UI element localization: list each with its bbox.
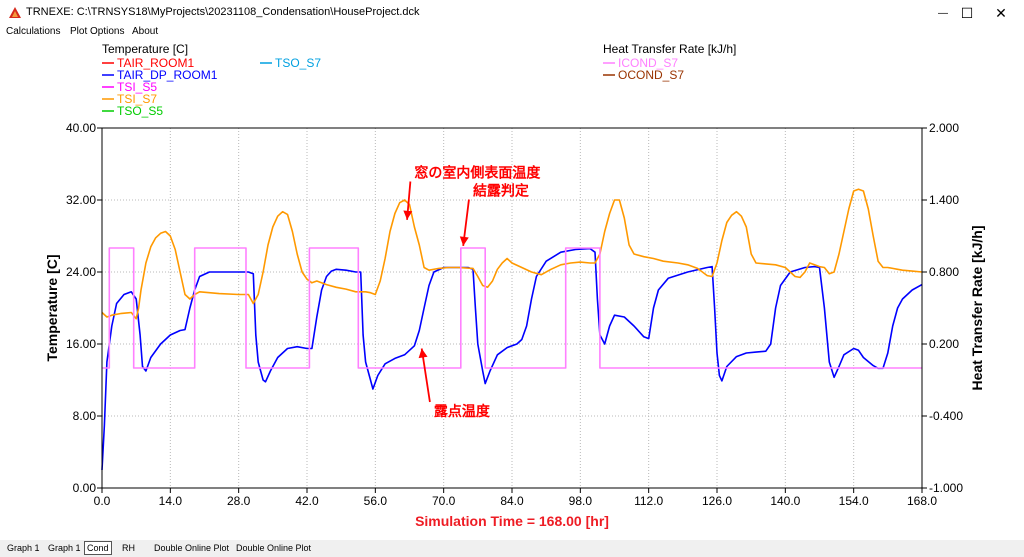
y2-tick-label: 0.800 — [929, 265, 959, 279]
x-tick-label: 42.0 — [295, 494, 319, 508]
tab-rh[interactable]: RH — [122, 543, 135, 553]
annotation-arrowhead — [403, 210, 413, 220]
window-title: TRNEXE: C:\TRNSYS18\MyProjects\20231108_… — [26, 6, 420, 18]
close-icon: ✕ — [995, 4, 1007, 21]
x-tick-label: 14.0 — [159, 494, 183, 508]
y2-tick-label: 0.200 — [929, 337, 959, 351]
close-button[interactable]: ✕ — [978, 0, 1024, 26]
graph-tab-bar: Graph 1 Graph 1 Cond RH Double Online Pl… — [0, 540, 1024, 557]
legend-label-tair-dp-room1: TAIR_DP_ROOM1 — [117, 68, 218, 82]
x-tick-label: 56.0 — [364, 494, 388, 508]
menu-about[interactable]: About — [132, 26, 159, 37]
tab-graph-1[interactable]: Graph 1 — [7, 543, 40, 553]
annotation-arrowhead — [418, 348, 428, 359]
y-tick-label: 16.00 — [66, 337, 96, 351]
x-tick-label: 154.0 — [839, 494, 869, 508]
annotation-label: 結露判定 — [473, 183, 529, 199]
chart-area: Temperature [C] Heat Transfer Rate [kJ/h… — [44, 42, 985, 529]
x-tick-label: 168.0 — [907, 494, 937, 508]
menu-bar: Calculations Plot Options About — [0, 26, 1024, 39]
x-tick-label: 70.0 — [432, 494, 456, 508]
legend-label-tso-s5: TSO_S5 — [117, 104, 163, 118]
x-axis-label: Simulation Time = 168.00 [hr] — [415, 513, 609, 529]
tab-double-online-plot[interactable]: Double Online Plot — [154, 543, 230, 553]
series-line-icond-s7 — [102, 247, 922, 369]
title-bar: TRNEXE: C:\TRNSYS18\MyProjects\20231108_… — [0, 0, 1024, 26]
legend-label-ocond-s7: OCOND_S7 — [618, 68, 684, 82]
y-tick-label: 8.00 — [73, 409, 97, 423]
legend-label-icond-s7: ICOND_S7 — [618, 56, 678, 70]
annotation-label: 窓の室内側表面温度 — [414, 165, 541, 181]
x-tick-label: 140.0 — [770, 494, 800, 508]
minimize-button[interactable]: — — [920, 0, 966, 26]
plot-frame — [101, 127, 923, 489]
annotation-arrowhead — [459, 236, 469, 246]
x-tick-label: 28.0 — [227, 494, 251, 508]
y-tick-label: 40.00 — [66, 121, 96, 135]
maximize-button[interactable]: ☐ — [944, 0, 990, 26]
y-tick-label: 24.00 — [66, 265, 96, 279]
x-tick-label: 112.0 — [634, 494, 663, 508]
legend: Temperature [C] Heat Transfer Rate [kJ/h… — [102, 42, 736, 118]
maximize-icon: ☐ — [960, 4, 974, 21]
legend-label-tair-room1: TAIR_ROOM1 — [117, 56, 194, 70]
y2-tick-label: -0.400 — [929, 409, 963, 423]
legend-label-tsi-s5: TSI_S5 — [117, 80, 157, 94]
series-line-tsi-s7 — [101, 188, 923, 320]
y2-tick-label: -1.000 — [929, 481, 963, 495]
x-tick-label: 0.0 — [94, 494, 111, 508]
y-tick-label: 32.00 — [66, 193, 96, 207]
menu-plot-options[interactable]: Plot Options — [70, 26, 125, 37]
annotation-label: 露点温度 — [434, 403, 491, 419]
legend-left-title: Temperature [C] — [102, 42, 188, 56]
y2-tick-label: 2.000 — [929, 121, 959, 135]
minimize-icon: — — [938, 7, 948, 19]
x-tick-label: 98.0 — [569, 494, 593, 508]
annotation-arrow — [420, 348, 431, 403]
app-logo-icon — [9, 7, 21, 18]
tab-double-online-plot-second[interactable]: Double Online Plot — [236, 543, 312, 553]
x-tick-label: 84.0 — [500, 494, 524, 508]
legend-label-tso-s7: TSO_S7 — [275, 56, 321, 70]
legend-label-tsi-s7: TSI_S7 — [117, 92, 157, 106]
plot-series — [101, 188, 923, 471]
y-axis-label: Temperature [C] — [44, 254, 60, 361]
tab-cond[interactable]: Cond — [84, 541, 112, 555]
y-tick-label: 0.00 — [73, 481, 97, 495]
plot-axes: 0.0 14.0 28.0 42.0 56.0 70.0 84.0 98.0 112.0 126.… — [66, 121, 963, 508]
y2-tick-label: 1.400 — [929, 193, 959, 207]
plot-grid — [102, 128, 922, 488]
x-tick-label: 126.0 — [702, 494, 732, 508]
y2-axis-label: Heat Transfer Rate [kJ/h] — [969, 226, 985, 391]
legend-right-title: Heat Transfer Rate [kJ/h] — [603, 42, 736, 56]
series-line-tair-dp-room1 — [101, 247, 923, 471]
tab-graph-1-second[interactable]: Graph 1 — [48, 543, 81, 553]
menu-calculations[interactable]: Calculations — [6, 26, 61, 37]
